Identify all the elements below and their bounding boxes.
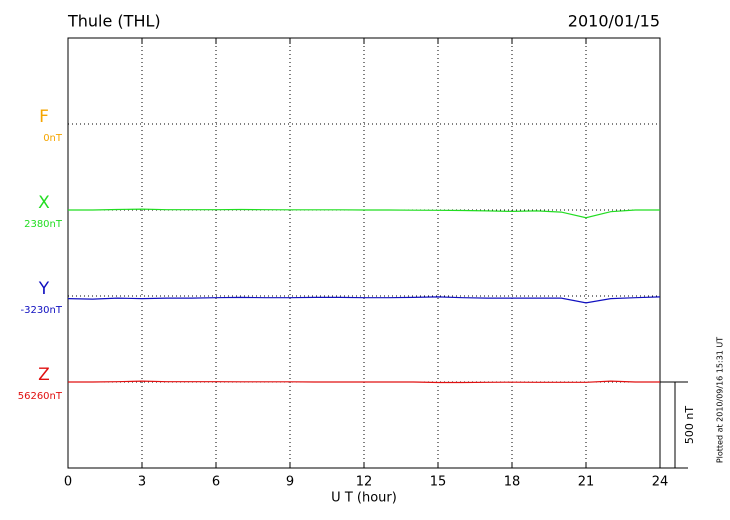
chart-title: Thule (THL) <box>67 12 161 31</box>
series-name: Z <box>38 365 50 385</box>
x-tick-label: 21 <box>578 475 595 490</box>
baseline-label: 0nT <box>43 133 63 144</box>
series-line <box>67 296 661 304</box>
baseline-label: -3230nT <box>20 305 62 316</box>
x-tick-label: 24 <box>652 475 669 490</box>
series-name: X <box>38 193 50 213</box>
series-line <box>68 380 660 384</box>
chart-date: 2010/01/15 <box>568 12 660 31</box>
x-tick-label: 12 <box>356 475 373 490</box>
baseline-label: 56260nT <box>18 391 63 402</box>
scale-bar-label: 500 nT <box>683 406 696 444</box>
x-axis-label: U T (hour) <box>331 491 397 506</box>
x-tick-label: 0 <box>64 475 72 490</box>
x-tick-label: 15 <box>430 475 447 490</box>
x-tick-label: 6 <box>212 475 220 490</box>
x-tick-label: 18 <box>504 475 521 490</box>
footer: Plotted at 2010/09/16 15:31 UT <box>716 337 725 463</box>
series-name: F <box>39 107 49 127</box>
x-tick-label: 3 <box>138 475 146 490</box>
baseline-label: 2380nT <box>24 219 63 230</box>
series-name: Y <box>38 279 50 299</box>
x-tick-label: 9 <box>286 475 294 490</box>
series-line <box>68 208 660 219</box>
